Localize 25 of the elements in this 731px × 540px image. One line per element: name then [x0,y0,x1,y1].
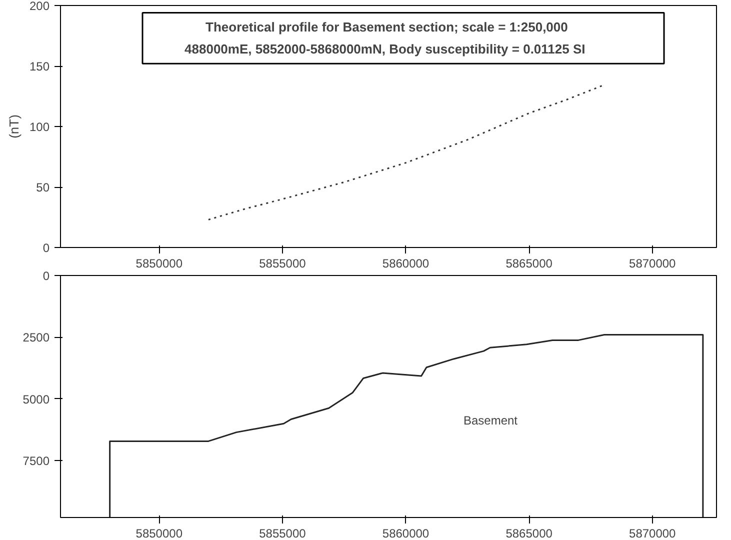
x-tick-label: 5850000 [136,526,183,540]
y-tick-label: 7500 [22,454,50,468]
y-tick-label: 50 [36,180,50,194]
x-tick-label: 5870000 [629,526,676,540]
x-tick-label: 5865000 [506,256,553,270]
y-tick-label: 0 [42,241,50,255]
x-tick-label: 5855000 [259,526,306,540]
y-axis-title: (nT) [6,114,22,138]
x-tick-label: 5865000 [506,526,553,540]
y-tick-label: 150 [29,60,50,74]
y-tick-label: 200 [29,0,50,13]
y-tick-label: 0 [42,269,50,283]
annotation: Basement [463,414,518,428]
line-series [109,334,704,518]
y-tick-label: 5000 [22,392,50,406]
text: Theoretical profile for Basement section; scale = 1:250,000 [206,20,568,35]
x-tick-label: 5850000 [136,256,183,270]
y-tick-label: 2500 [22,330,50,345]
x-tick-label: 5860000 [382,526,430,540]
y-tick-label: 100 [29,120,50,134]
x-tick-label: 5855000 [259,256,306,270]
text: 488000mE, 5852000-5868000mN, Body susceptibility = 0.01125 SI [184,41,586,56]
x-tick-label: 5870000 [629,256,676,270]
line-series [208,84,604,220]
x-tick-label: 5860000 [382,256,430,270]
